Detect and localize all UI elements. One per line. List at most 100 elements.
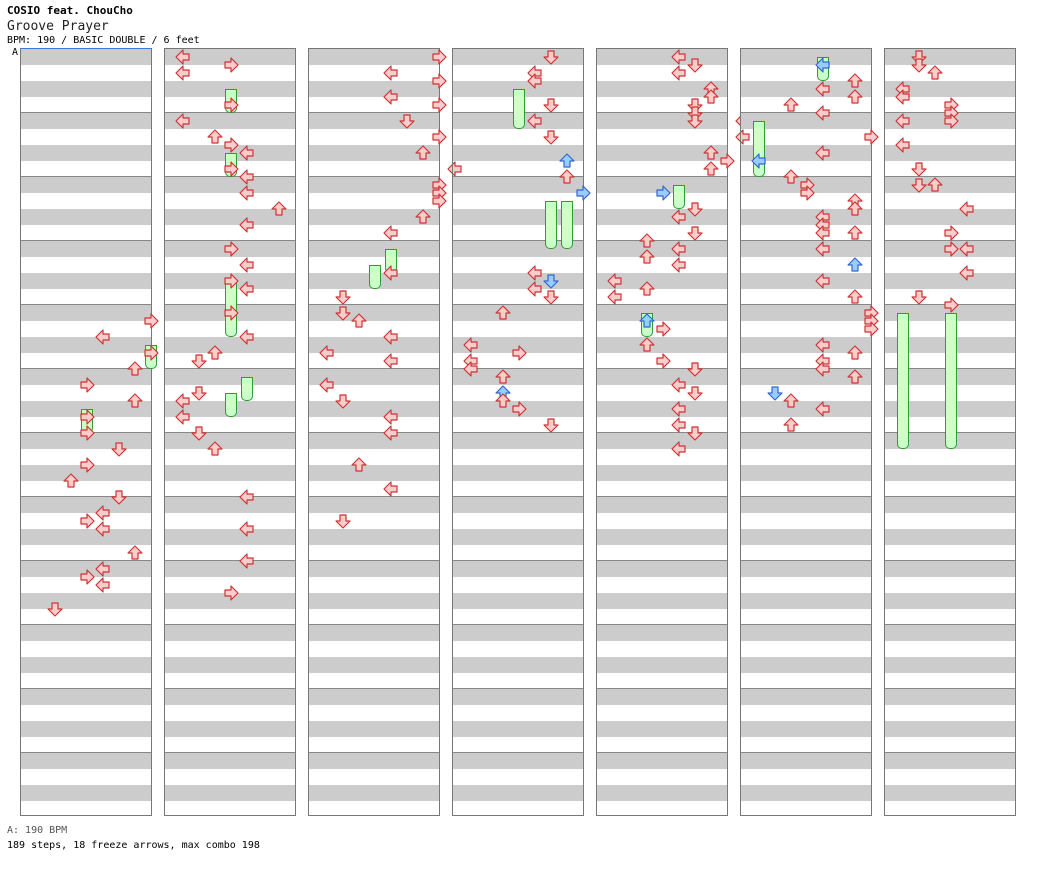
- step-arrow-down-icon: [335, 289, 351, 305]
- beat-stripe: [309, 369, 439, 385]
- beat-stripe: [21, 721, 151, 737]
- step-arrow-down-icon: [911, 57, 927, 73]
- step-arrow-left-icon: [735, 129, 751, 145]
- beat-stripe: [453, 177, 583, 193]
- beat-stripe: [21, 529, 151, 545]
- beat-stripe: [885, 465, 1015, 481]
- beat-stripe: [597, 113, 727, 129]
- measure-line: [21, 368, 151, 369]
- beat-stripe: [309, 593, 439, 609]
- step-arrow-right-icon: [431, 97, 447, 113]
- measure-line: [741, 368, 871, 369]
- beat-stripe: [309, 433, 439, 449]
- step-arrow-right-icon: [719, 153, 735, 169]
- step-arrow-right-icon: [511, 401, 527, 417]
- beat-stripe: [309, 529, 439, 545]
- beat-stripe: [597, 689, 727, 705]
- step-arrow-left-icon: [383, 89, 399, 105]
- beat-stripe: [309, 721, 439, 737]
- beat-stripe: [309, 465, 439, 481]
- beat-stripe: [597, 721, 727, 737]
- step-arrow-left-icon: [95, 505, 111, 521]
- step-arrow-right-icon: [655, 321, 671, 337]
- step-arrow-left-icon: [959, 265, 975, 281]
- step-arrow-left-icon: [319, 345, 335, 361]
- bpm-change-line: [20, 48, 152, 49]
- beat-stripe: [597, 561, 727, 577]
- measure-line: [885, 496, 1015, 497]
- beat-stripe: [453, 625, 583, 641]
- step-arrow-left-icon: [959, 241, 975, 257]
- chart-column: [164, 48, 296, 816]
- step-arrow-down-icon: [191, 425, 207, 441]
- beat-stripe: [597, 209, 727, 225]
- beat-stripe: [165, 561, 295, 577]
- step-arrow-left-icon: [383, 409, 399, 425]
- measure-line: [21, 176, 151, 177]
- beat-stripe: [21, 209, 151, 225]
- step-arrow-right-icon: [79, 409, 95, 425]
- step-arrow-left-icon: [815, 241, 831, 257]
- beat-stripe: [741, 561, 871, 577]
- step-arrow-up-icon: [783, 393, 799, 409]
- beat-stripe: [741, 401, 871, 417]
- beat-stripe: [309, 561, 439, 577]
- measure-line: [453, 560, 583, 561]
- step-arrow-left-icon: [95, 521, 111, 537]
- step-arrow-down-icon: [543, 129, 559, 145]
- beat-stripe: [741, 369, 871, 385]
- step-arrow-up-icon: [495, 369, 511, 385]
- step-arrow-left-icon: [175, 113, 191, 129]
- beat-stripe: [453, 561, 583, 577]
- beat-stripe: [165, 497, 295, 513]
- beat-stripe: [741, 145, 871, 161]
- step-arrow-left-icon: [815, 225, 831, 241]
- beat-stripe: [309, 689, 439, 705]
- step-arrow-right-icon: [223, 161, 239, 177]
- beat-stripe: [165, 753, 295, 769]
- step-arrow-down-icon: [687, 57, 703, 73]
- beat-stripe: [741, 753, 871, 769]
- beat-stripe: [885, 593, 1015, 609]
- measure-line: [21, 240, 151, 241]
- beat-stripe: [21, 625, 151, 641]
- step-arrow-down-icon: [335, 305, 351, 321]
- beat-stripe: [741, 657, 871, 673]
- chart-info: BPM: 190 / BASIC DOUBLE / 6 feet: [7, 35, 200, 46]
- beat-stripe: [885, 145, 1015, 161]
- step-arrow-left-icon: [95, 329, 111, 345]
- beat-stripe: [741, 497, 871, 513]
- step-arrow-down-icon: [543, 289, 559, 305]
- step-arrow-up-icon: [847, 257, 863, 273]
- step-arrow-left-icon: [175, 393, 191, 409]
- beat-stripe: [597, 177, 727, 193]
- beat-stripe: [597, 593, 727, 609]
- beat-stripe: [741, 49, 871, 65]
- beat-stripe: [309, 657, 439, 673]
- step-arrow-right-icon: [143, 313, 159, 329]
- step-arrow-left-icon: [175, 65, 191, 81]
- measure-line: [597, 112, 727, 113]
- beat-stripe: [21, 369, 151, 385]
- beat-stripe: [741, 593, 871, 609]
- step-arrow-left-icon: [671, 401, 687, 417]
- step-arrow-up-icon: [127, 393, 143, 409]
- beat-stripe: [21, 49, 151, 65]
- step-arrow-down-icon: [911, 289, 927, 305]
- measure-line: [597, 496, 727, 497]
- freeze-arrow: [225, 393, 237, 417]
- step-arrow-up-icon: [639, 233, 655, 249]
- beat-stripe: [165, 209, 295, 225]
- beat-stripe: [309, 785, 439, 801]
- step-arrow-left-icon: [895, 89, 911, 105]
- beat-stripe: [309, 81, 439, 97]
- measure-line: [165, 432, 295, 433]
- step-arrow-left-icon: [239, 489, 255, 505]
- step-arrow-right-icon: [79, 425, 95, 441]
- chart-column: [308, 48, 462, 816]
- beat-stripe: [597, 657, 727, 673]
- step-arrow-right-icon: [223, 305, 239, 321]
- beat-stripe: [741, 625, 871, 641]
- beat-stripe: [165, 721, 295, 737]
- freeze-arrow: [513, 89, 525, 129]
